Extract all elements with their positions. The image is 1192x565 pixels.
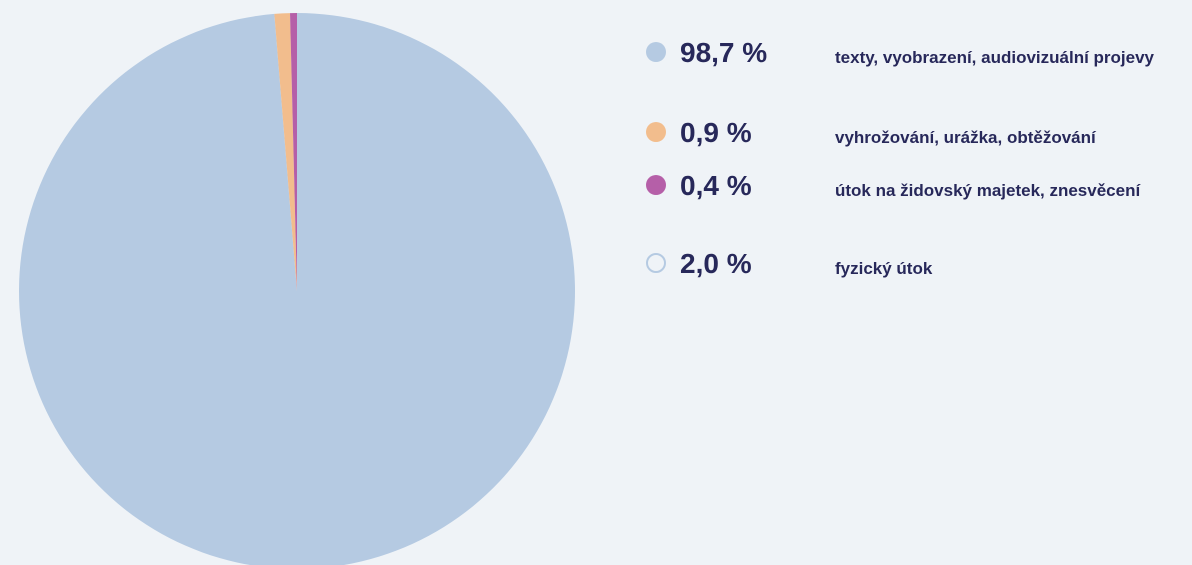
legend-item[interactable]: 98,7 % texty, vyobrazení, audiovizuální p…	[646, 38, 1180, 68]
legend-item[interactable]: 2,0 % fyzický útok	[646, 249, 1180, 279]
legend-marker	[646, 253, 666, 273]
legend-item[interactable]: 0,4 % útok na židovský majetek, znesvěcen…	[646, 171, 1180, 201]
value-label: 2,0 %	[680, 248, 752, 279]
pie-slice	[274, 13, 297, 291]
legend-label: texty, vyobrazení, audiovizuální projevy	[835, 48, 1154, 67]
legend-marker	[646, 42, 666, 62]
value-label: 0,9 %	[680, 117, 752, 148]
legend-label: vyhrožování, urážka, obtěžování	[835, 128, 1096, 147]
legend-marker	[646, 122, 666, 142]
value-label: 0,4 %	[680, 170, 752, 201]
legend-label: útok na židovský majetek, znesvěcení	[835, 181, 1141, 200]
pie-slice	[290, 13, 297, 291]
legend-item[interactable]: 0,9 % vyhrožování, urážka, obtěžování	[646, 118, 1180, 148]
legend-label: fyzický útok	[835, 259, 933, 278]
value-label: 98,7 %	[680, 37, 768, 68]
legend-marker	[646, 175, 666, 195]
chart	[19, 13, 575, 565]
pie-slice	[19, 13, 575, 565]
